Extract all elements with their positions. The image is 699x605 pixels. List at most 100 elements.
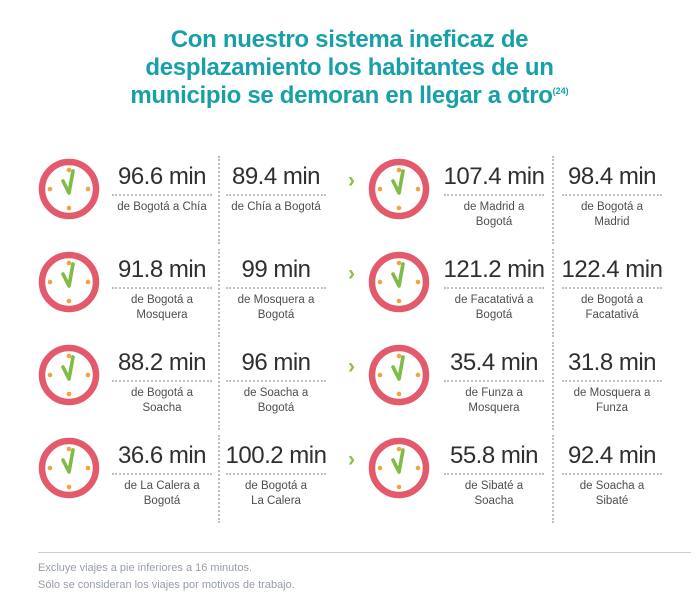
clock-icon [366, 433, 436, 506]
stat-value: 96.6 min [117, 163, 207, 191]
stat-label: de Mosquera a Funza [573, 387, 651, 415]
stat-value: 55.8 min [449, 442, 539, 470]
dotted-separator [552, 435, 554, 524]
direction-chevron-icon: › [348, 448, 355, 472]
stat-label: de Bogotá a Madrid [580, 201, 644, 229]
stat-block: 91.8 min de Bogotá a Mosquera [106, 247, 218, 323]
dotted-rule [226, 287, 326, 290]
stat-value: 98.4 min [567, 163, 657, 191]
dotted-rule [112, 380, 212, 383]
stat-value: 96 min [241, 349, 311, 377]
stat-label: de Bogotá a Facatativá [580, 294, 644, 322]
stat-label: de Bogotá a Soacha [130, 387, 194, 415]
dotted-rule [562, 287, 662, 290]
dotted-rule [444, 287, 544, 290]
stat-block: 36.6 min de La Calera a Bogotá [106, 433, 218, 509]
stat-value: 36.6 min [117, 442, 207, 470]
stat-group-funza-mosquera: 35.4 min de Funza a Mosquera 31.8 min de… [366, 340, 670, 431]
clock-icon [36, 340, 106, 413]
dotted-separator [552, 249, 554, 338]
stat-value: 91.8 min [117, 256, 207, 284]
dotted-rule [112, 194, 212, 197]
footer: Excluye viajes a pie inferiores a 16 min… [38, 552, 691, 594]
stat-block: 121.2 min de Facatativá a Bogotá [436, 247, 552, 323]
dotted-separator [552, 156, 554, 245]
dotted-rule [226, 473, 326, 476]
dotted-rule [112, 473, 212, 476]
direction-chevron-icon: › [348, 262, 355, 286]
title-line-2: desplazamiento los habitantes de un [145, 54, 554, 82]
stat-group-madrid-bogota: 107.4 min de Madrid a Bogotá 98.4 min de… [366, 154, 670, 245]
stat-label: de Bogotá a Chía [117, 201, 207, 214]
dotted-rule [226, 194, 326, 197]
stat-value: 107.4 min [443, 163, 545, 191]
clock-icon [36, 433, 106, 506]
stat-block: 96.6 min de Bogotá a Chía [106, 154, 218, 215]
stat-value: 122.4 min [561, 256, 663, 284]
stats-row-2: 91.8 min de Bogotá a Mosquera 99 min de … [0, 247, 699, 340]
stat-block: 35.4 min de Funza a Mosquera [436, 340, 552, 416]
stat-value: 99 min [241, 256, 311, 284]
stat-label: de Madrid a Bogotá [463, 201, 525, 229]
stat-block: 89.4 min de Chía a Bogotá [220, 154, 332, 215]
stat-label: de Soacha a Bogotá [243, 387, 309, 415]
stat-label: de Funza a Mosquera [465, 387, 523, 415]
stat-value: 89.4 min [231, 163, 321, 191]
stat-group-sibate-soacha: 55.8 min de Sibaté a Soacha 92.4 min de … [366, 433, 670, 524]
stat-group-bogota-mosquera: 91.8 min de Bogotá a Mosquera 99 min de … [36, 247, 332, 338]
dotted-rule [444, 194, 544, 197]
stat-block: 107.4 min de Madrid a Bogotá [436, 154, 552, 230]
stat-label: de Sibaté a Soacha [464, 480, 524, 508]
stat-label: de Chía a Bogotá [231, 201, 321, 214]
stat-value: 121.2 min [443, 256, 545, 284]
infographic-page: Con nuestro sistema ineficaz de desplaza… [0, 26, 699, 605]
stat-block: 96 min de Soacha a Bogotá [220, 340, 332, 416]
stat-block: 122.4 min de Bogotá a Facatativá [554, 247, 670, 323]
stat-value: 35.4 min [449, 349, 539, 377]
stat-value: 88.2 min [117, 349, 207, 377]
stat-group-facatativa-bogota: 121.2 min de Facatativá a Bogotá 122.4 m… [366, 247, 670, 338]
footnote-reference: (24) [552, 86, 569, 97]
stat-group-bogota-chia: 96.6 min de Bogotá a Chía 89.4 min de Ch… [36, 154, 332, 245]
stat-block: 99 min de Mosquera a Bogotá [220, 247, 332, 323]
stat-block: 98.4 min de Bogotá a Madrid [554, 154, 670, 230]
stats-row-1: 96.6 min de Bogotá a Chía 89.4 min de Ch… [0, 154, 699, 247]
stat-block: 55.8 min de Sibaté a Soacha [436, 433, 552, 509]
footnote-1: Excluye viajes a pie inferiores a 16 min… [38, 562, 252, 575]
title-line-3: municipio se demoran en llegar a otro(24… [130, 82, 569, 110]
stat-group-lacalera-bogota: 36.6 min de La Calera a Bogotá 100.2 min… [36, 433, 332, 524]
dotted-rule [562, 473, 662, 476]
stats-row-3: 88.2 min de Bogotá a Soacha 96 min de So… [0, 340, 699, 433]
clock-icon [366, 247, 436, 320]
stat-block: 88.2 min de Bogotá a Soacha [106, 340, 218, 416]
stats-row-4: 36.6 min de La Calera a Bogotá 100.2 min… [0, 433, 699, 526]
stat-value: 31.8 min [567, 349, 657, 377]
stat-value: 100.2 min [225, 442, 327, 470]
dotted-separator [552, 342, 554, 431]
dotted-rule [112, 287, 212, 290]
clock-icon [36, 247, 106, 320]
clock-icon [366, 154, 436, 227]
title-line-1: Con nuestro sistema ineficaz de [170, 26, 529, 53]
dotted-rule [562, 194, 662, 197]
dotted-separator [218, 156, 220, 245]
stats-grid: 96.6 min de Bogotá a Chía 89.4 min de Ch… [0, 154, 699, 526]
dotted-separator [218, 249, 220, 338]
stat-block: 100.2 min de Bogotá a La Calera [220, 433, 332, 509]
clock-icon [366, 340, 436, 413]
dotted-separator [218, 435, 220, 524]
direction-chevron-icon: › [348, 355, 355, 379]
stat-label: de Facatativá a Bogotá [454, 294, 534, 322]
footnote-2: Sólo se consideran los viajes por motivo… [38, 579, 295, 592]
clock-icon [36, 154, 106, 227]
stat-value: 92.4 min [567, 442, 657, 470]
stat-label: de Bogotá a Mosquera [130, 294, 194, 322]
page-title: Con nuestro sistema ineficaz de desplaza… [0, 26, 699, 110]
stat-label: de Soacha a Sibaté [579, 480, 645, 508]
dotted-rule [226, 380, 326, 383]
stat-block: 31.8 min de Mosquera a Funza [554, 340, 670, 416]
direction-chevron-icon: › [348, 169, 355, 193]
dotted-rule [444, 380, 544, 383]
stat-block: 92.4 min de Soacha a Sibaté [554, 433, 670, 509]
dotted-rule [562, 380, 662, 383]
